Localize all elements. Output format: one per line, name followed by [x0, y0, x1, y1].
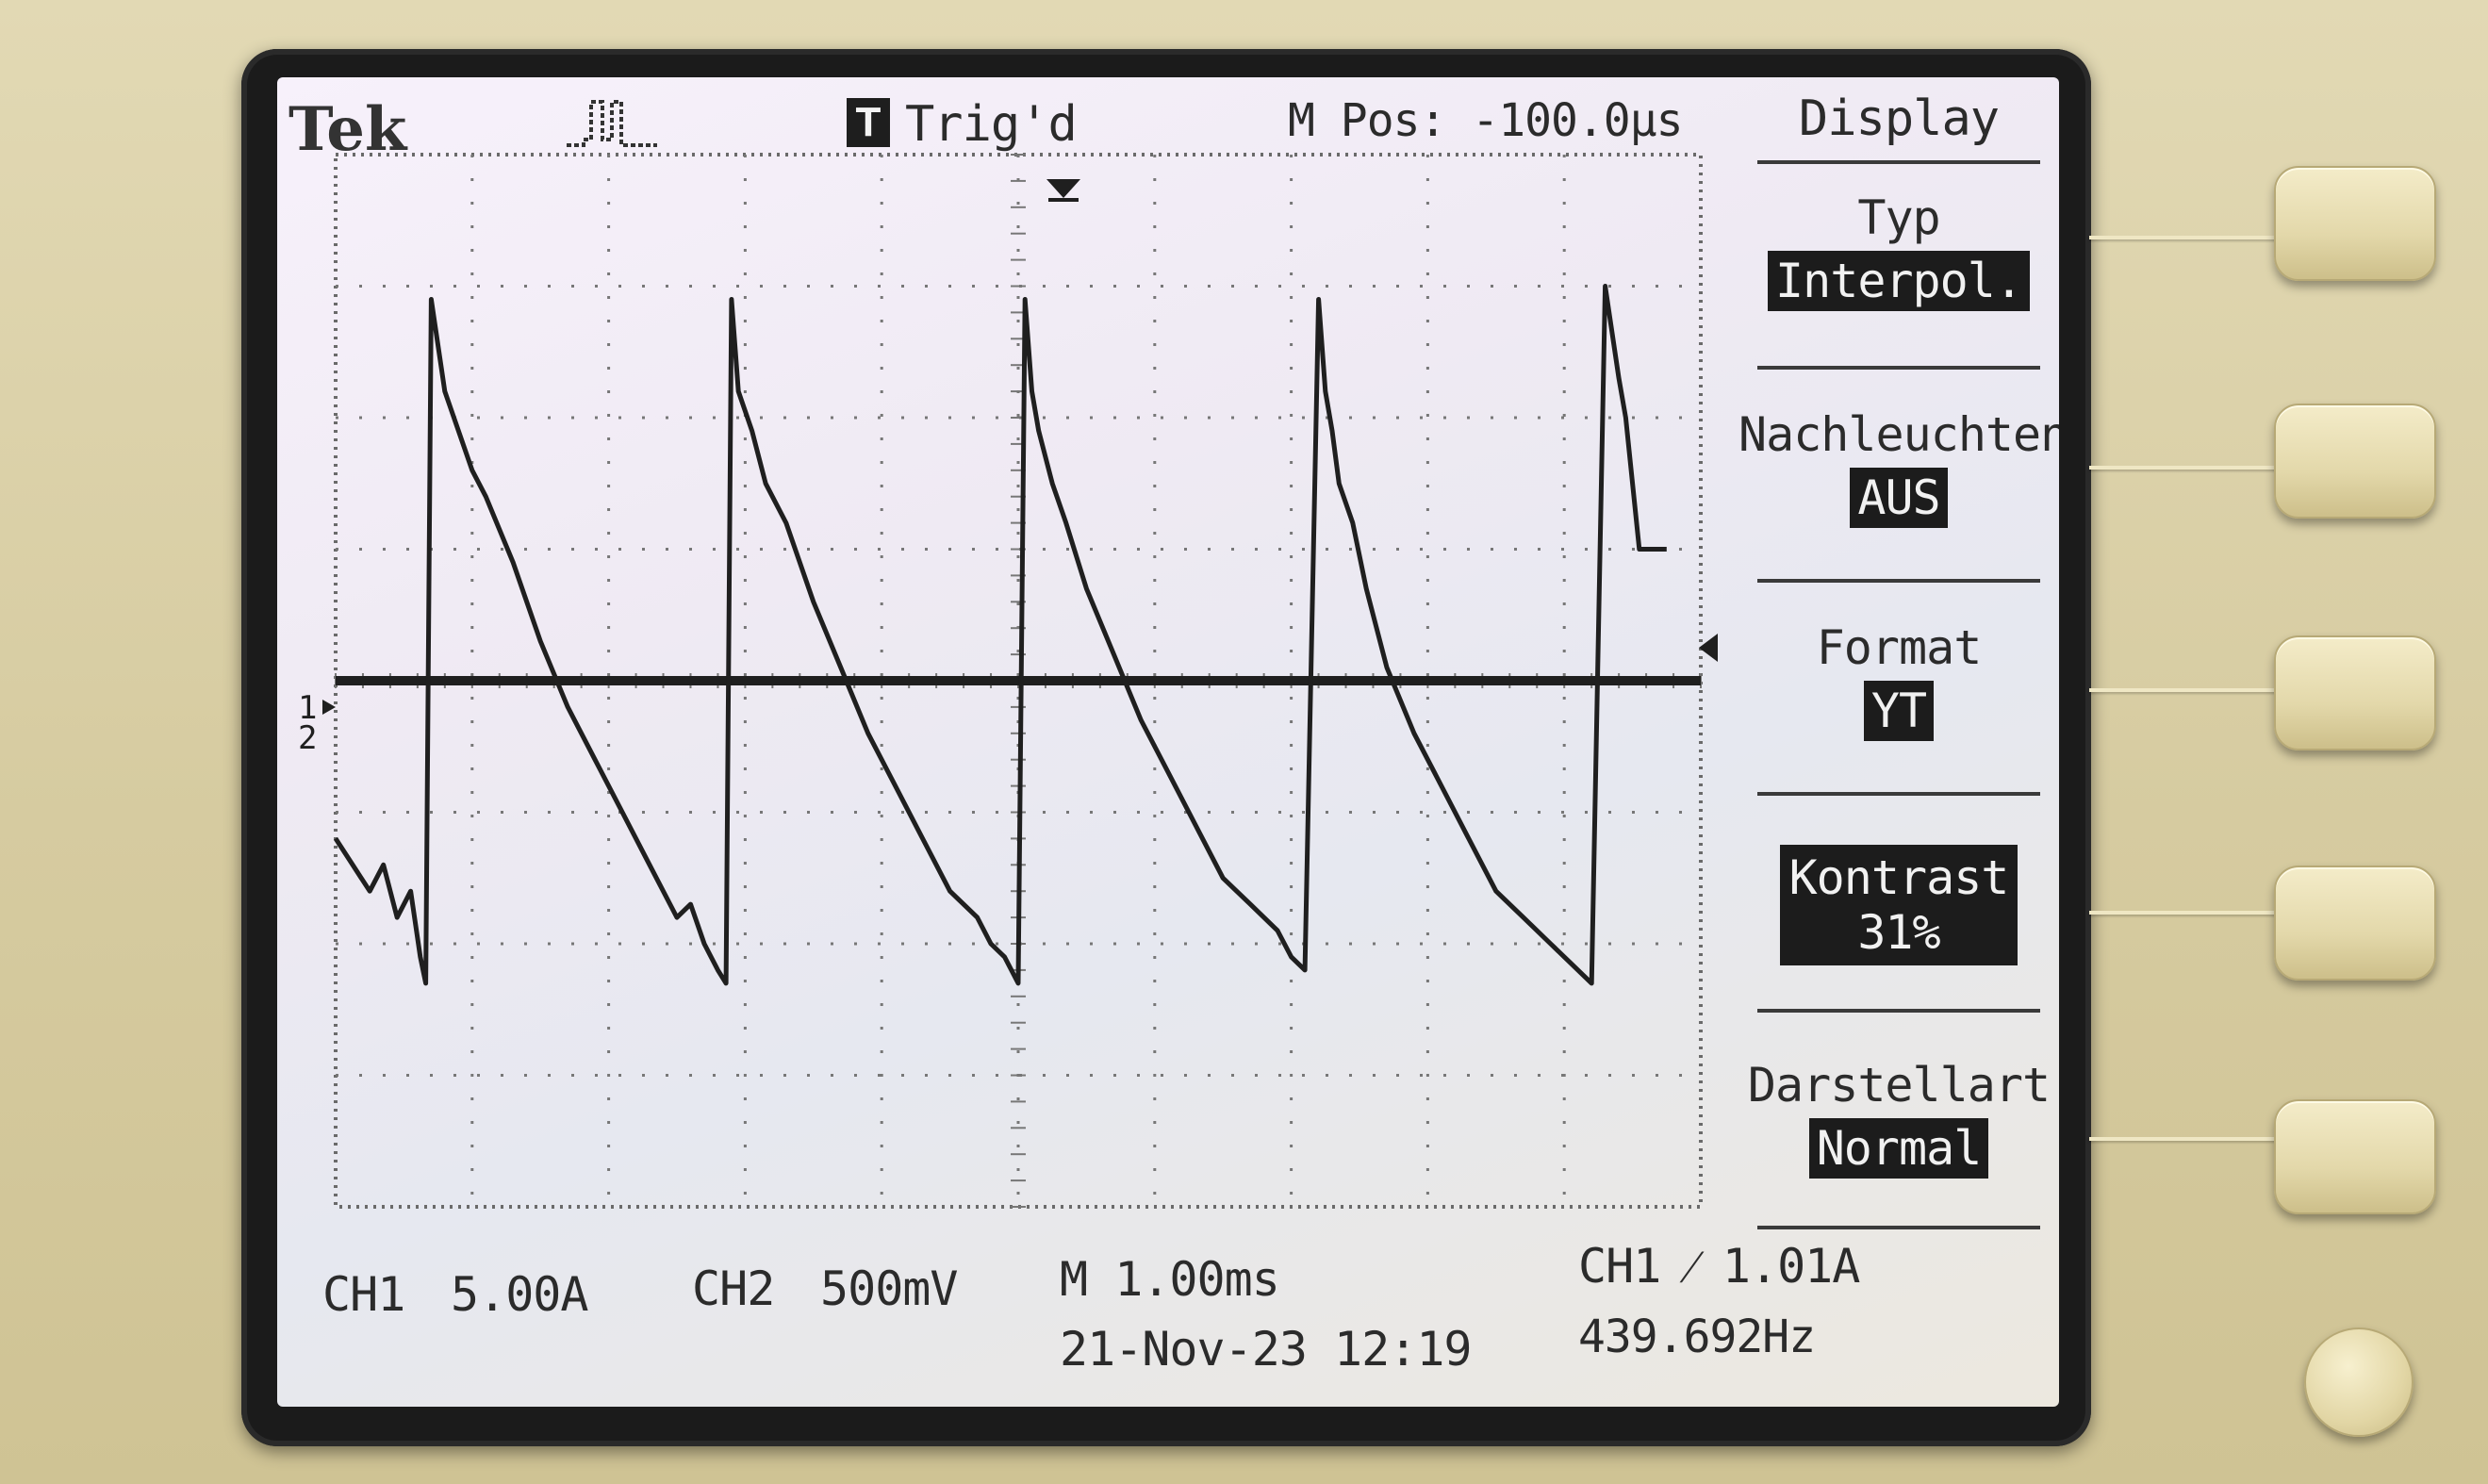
menu-separator [1757, 1009, 2040, 1013]
menu-button-3[interactable] [2274, 635, 2436, 750]
menu-item-label: Nachleuchten [1738, 407, 2059, 462]
menu-title: Display [1798, 91, 2000, 147]
menu-item-kontrast[interactable]: Kontrast 31% [1738, 845, 2059, 965]
menu-item-typ[interactable]: Typ Interpol. [1738, 190, 2059, 311]
ch1-ground-marker: 1 [298, 689, 317, 727]
menu-item-value: YT [1863, 681, 1935, 741]
button-rail [2089, 236, 2302, 239]
trigger-position-arrow-icon [1046, 179, 1080, 198]
ch2-ground-marker: 2 [298, 719, 317, 757]
menu-separator [1757, 366, 2040, 370]
timebase-readout: M 1.00ms [1060, 1252, 1280, 1307]
frequency-readout: 439.692Hz [1578, 1311, 1816, 1363]
ch1-scale: 5.00A [451, 1267, 589, 1322]
menu-item-value: AUS [1850, 468, 1948, 528]
menu-item-darstellart[interactable]: Darstellart Normal [1738, 1058, 2059, 1179]
trigger-status: Trig'd [905, 96, 1078, 153]
ground-marker-arrow-icon [322, 700, 336, 715]
menu-separator [1757, 792, 2040, 796]
menu-item-label: Typ [1857, 190, 1940, 245]
menu-off-button[interactable] [2304, 1327, 2414, 1437]
button-rail [2089, 466, 2302, 470]
trigger-level-arrow-icon [1699, 634, 1718, 662]
menu-separator [1757, 160, 2040, 164]
menu-item-value: Interpol. [1768, 251, 2030, 311]
trigger-readout: CH1 ⁄ 1.01A [1578, 1239, 1860, 1294]
ch2-label: CH2 [692, 1261, 775, 1316]
button-rail [2089, 1137, 2302, 1141]
menu-button-4[interactable] [2274, 866, 2436, 981]
menu-item-highlight: Kontrast 31% [1779, 845, 2018, 965]
main-position-readout: M Pos: -100.0µs [1288, 94, 1683, 147]
menu-separator [1757, 1226, 2040, 1229]
menu-button-2[interactable] [2274, 404, 2436, 519]
lcd-screen: Tek T Trig'd M Pos: -100.0µs 1 2 CH1 5.0… [277, 77, 2059, 1407]
display-menu: Display Typ Interpol. Nachleuchten AUS F… [1738, 77, 2059, 1407]
menu-item-value: 31% [1857, 905, 1940, 960]
menu-item-value: Normal [1808, 1118, 1989, 1179]
waveform-plot: 1 2 [298, 153, 1718, 1209]
ch1-label: CH1 [322, 1267, 405, 1322]
button-rail [2089, 688, 2302, 692]
acquire-pulse-icon [567, 100, 657, 147]
ch2-scale: 500mV [820, 1261, 959, 1316]
datetime-readout: 21-Nov-23 12:19 [1060, 1322, 1473, 1377]
menu-button-5[interactable] [2274, 1099, 2436, 1214]
trigger-position-bar [1048, 198, 1079, 202]
menu-item-format[interactable]: Format YT [1738, 620, 2059, 741]
menu-separator [1757, 579, 2040, 583]
trigger-badge: T [847, 98, 890, 147]
ch1-trace [333, 284, 1667, 986]
menu-button-1[interactable] [2274, 166, 2436, 281]
button-rail [2089, 911, 2302, 915]
menu-item-label: Darstellart [1747, 1058, 2051, 1113]
menu-item-nachleuchten[interactable]: Nachleuchten AUS [1738, 407, 2059, 528]
menu-item-label: Format [1816, 620, 1983, 675]
menu-item-label: Kontrast [1788, 850, 2010, 905]
